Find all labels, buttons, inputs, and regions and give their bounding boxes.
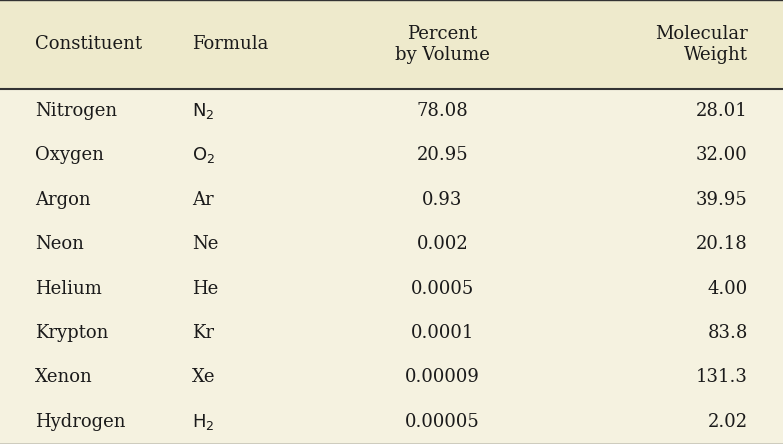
Text: 131.3: 131.3 (696, 369, 748, 386)
Text: 0.00009: 0.00009 (405, 369, 480, 386)
Text: Ne: Ne (192, 235, 218, 253)
Text: 2.02: 2.02 (708, 413, 748, 431)
Text: 0.002: 0.002 (417, 235, 468, 253)
Text: 78.08: 78.08 (417, 102, 468, 120)
Text: 20.95: 20.95 (417, 147, 468, 164)
Text: $\mathrm{O_2}$: $\mathrm{O_2}$ (192, 145, 215, 166)
Text: Percent
by Volume: Percent by Volume (395, 25, 490, 64)
Text: He: He (192, 280, 218, 297)
Text: 0.93: 0.93 (422, 191, 463, 209)
Text: Hydrogen: Hydrogen (35, 413, 126, 431)
Text: Nitrogen: Nitrogen (35, 102, 117, 120)
Text: 0.0001: 0.0001 (411, 324, 474, 342)
Text: Argon: Argon (35, 191, 91, 209)
Text: 32.00: 32.00 (696, 147, 748, 164)
Text: Molecular
Weight: Molecular Weight (655, 25, 748, 64)
Text: 28.01: 28.01 (696, 102, 748, 120)
Text: 0.0005: 0.0005 (411, 280, 474, 297)
Text: Ar: Ar (192, 191, 214, 209)
Text: Xenon: Xenon (35, 369, 93, 386)
Text: Constituent: Constituent (35, 36, 143, 53)
Text: 83.8: 83.8 (707, 324, 748, 342)
Text: 20.18: 20.18 (696, 235, 748, 253)
Text: $\mathrm{N_2}$: $\mathrm{N_2}$ (192, 101, 215, 121)
Text: Kr: Kr (192, 324, 214, 342)
Text: Krypton: Krypton (35, 324, 109, 342)
Text: Formula: Formula (192, 36, 269, 53)
Text: Oxygen: Oxygen (35, 147, 104, 164)
Bar (0, 0, 783, 89)
Text: 39.95: 39.95 (696, 191, 748, 209)
Text: $\mathrm{H_2}$: $\mathrm{H_2}$ (192, 412, 215, 432)
Text: 4.00: 4.00 (708, 280, 748, 297)
Text: 0.00005: 0.00005 (405, 413, 480, 431)
Text: Helium: Helium (35, 280, 102, 297)
Text: Neon: Neon (35, 235, 84, 253)
Bar (0, 89, 783, 444)
Text: Xe: Xe (192, 369, 215, 386)
